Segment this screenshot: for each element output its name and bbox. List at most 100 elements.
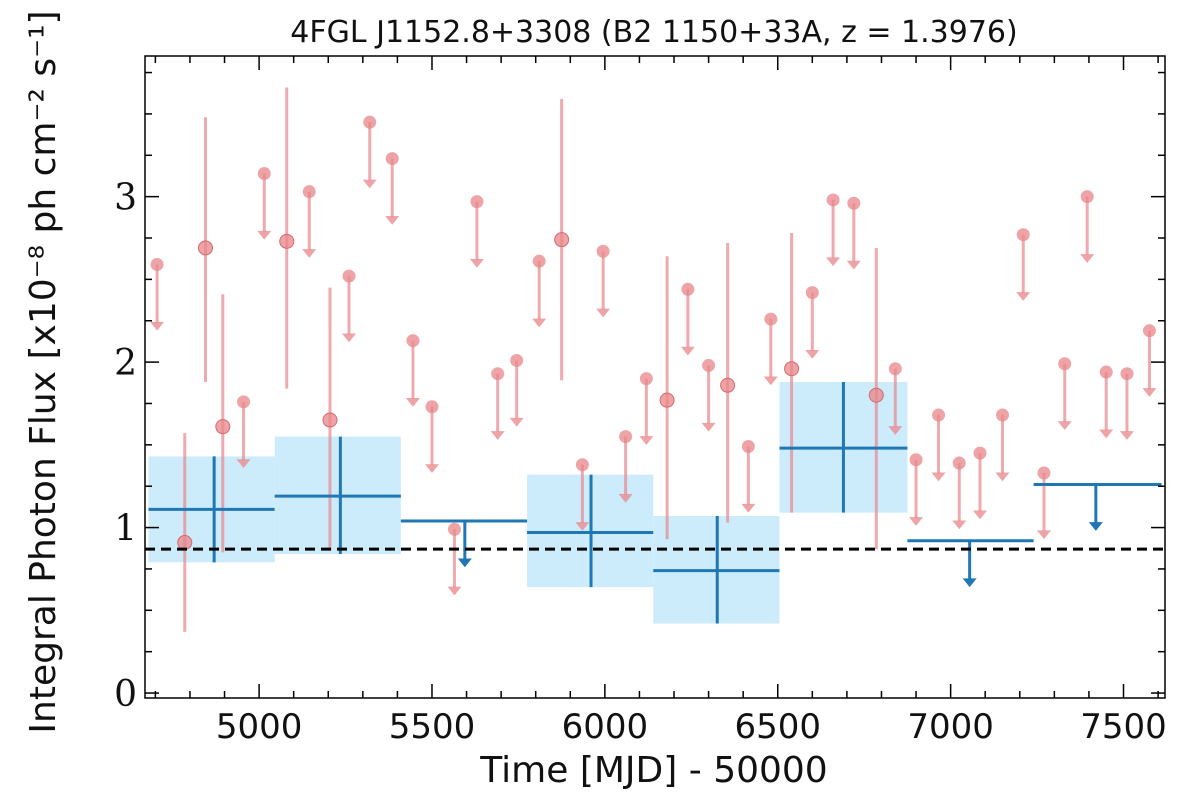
monthly-upper-limit-marker <box>639 372 653 386</box>
monthly-upper-limit-arrow <box>236 459 251 469</box>
x-tick-label: 5500 <box>389 707 476 747</box>
monthly-upper-limit-marker <box>826 193 840 207</box>
monthly-upper-limit-arrow <box>424 464 439 473</box>
monthly-upper-limit-marker <box>1016 228 1030 242</box>
monthly-points <box>150 87 1157 632</box>
y-tick-label: 1 <box>114 509 137 550</box>
monthly-detection <box>659 256 675 540</box>
monthly-point <box>868 387 884 403</box>
monthly-upper-limit <box>596 244 611 318</box>
monthly-upper-limit <box>257 166 272 240</box>
monthly-upper-limit <box>575 458 590 531</box>
monthly-upper-limit-arrow <box>805 350 820 359</box>
y-tick-label: 0 <box>114 674 137 715</box>
monthly-upper-limit-marker <box>1120 367 1134 381</box>
x-tick-label: 5000 <box>216 707 303 747</box>
monthly-upper-limit-arrow <box>741 503 756 513</box>
monthly-upper-limit-marker <box>470 195 484 209</box>
monthly-upper-limit-arrow <box>362 179 377 189</box>
y-tick-label: 2 <box>114 343 137 384</box>
monthly-upper-limit <box>490 367 505 440</box>
monthly-upper-limit-marker <box>510 353 524 367</box>
monthly-upper-limit <box>1057 357 1072 430</box>
yearly-detection <box>527 474 654 588</box>
monthly-upper-limit-arrow <box>846 260 861 270</box>
monthly-detection <box>720 242 736 523</box>
monthly-upper-limit <box>342 269 356 343</box>
monthly-upper-limit-arrow <box>596 308 611 318</box>
monthly-upper-limit-marker <box>909 453 923 467</box>
yearly-upper-limit-arrow <box>457 558 472 568</box>
monthly-upper-limit-arrow <box>150 321 165 331</box>
yearly-upper-limit-arrow <box>962 578 977 588</box>
monthly-upper-limit <box>236 395 251 469</box>
monthly-upper-limit <box>509 353 524 427</box>
monthly-upper-limit-arrow <box>973 510 988 520</box>
monthly-point <box>322 412 338 428</box>
monthly-upper-limit-arrow <box>763 376 778 386</box>
monthly-upper-limit-marker <box>342 269 356 283</box>
monthly-upper-limit <box>680 282 695 356</box>
x-tick-label: 7500 <box>1080 707 1167 747</box>
monthly-upper-limit-marker <box>596 244 610 258</box>
monthly-upper-limit <box>763 312 778 386</box>
yearly-detection <box>779 381 908 513</box>
monthly-upper-limit <box>447 522 462 596</box>
yearly-upper-limit-arrow <box>1088 522 1103 531</box>
monthly-upper-limit <box>1016 228 1031 301</box>
yearly-points <box>148 381 1162 624</box>
monthly-upper-limit <box>532 254 547 328</box>
monthly-upper-limit-marker <box>619 430 633 444</box>
monthly-upper-limit-marker <box>932 408 946 422</box>
monthly-upper-limit-marker <box>805 286 819 300</box>
monthly-point <box>215 419 231 435</box>
monthly-upper-limit-marker <box>302 185 316 199</box>
monthly-upper-limit-marker <box>764 312 778 326</box>
monthly-upper-limit <box>931 408 946 482</box>
monthly-upper-limit <box>1080 190 1095 263</box>
monthly-upper-limit-arrow <box>575 522 590 531</box>
monthly-point <box>720 377 736 393</box>
yearly-detection <box>148 456 275 563</box>
monthly-upper-limit <box>618 430 633 503</box>
y-axis-label: Integral Photon Flux [x10⁻⁸ ph cm⁻² s⁻¹] <box>23 10 64 733</box>
y-tick-label: 3 <box>114 178 137 219</box>
monthly-detection <box>198 117 214 382</box>
yearly-detection <box>274 436 401 555</box>
monthly-upper-limit-marker <box>491 367 505 381</box>
monthly-detection <box>279 87 295 389</box>
monthly-upper-limit-marker <box>952 456 966 470</box>
monthly-upper-limit <box>302 185 317 258</box>
monthly-upper-limit <box>1036 466 1051 540</box>
monthly-upper-limit-marker <box>406 334 420 348</box>
monthly-upper-limit <box>826 193 841 267</box>
monthly-upper-limit-arrow <box>909 517 924 526</box>
monthly-upper-limit-arrow <box>447 586 462 596</box>
x-tick-label: 6500 <box>734 707 821 747</box>
monthly-upper-limit-marker <box>150 257 164 271</box>
monthly-upper-limit-arrow <box>385 216 400 225</box>
monthly-upper-limit-marker <box>973 446 987 460</box>
monthly-upper-limit-arrow <box>257 230 272 240</box>
axes: 5000 5500 6000 6500 7000 7500 0 1 2 3 <box>114 55 1167 747</box>
yearly-bands <box>148 381 908 624</box>
monthly-upper-limit-arrow <box>680 346 695 356</box>
monthly-detection <box>177 433 193 632</box>
monthly-upper-limit-arrow <box>1080 254 1095 263</box>
monthly-upper-limit <box>1119 367 1134 440</box>
monthly-upper-limit <box>995 408 1010 482</box>
monthly-upper-limit-marker <box>363 115 377 129</box>
monthly-upper-limit-marker <box>237 395 251 409</box>
monthly-upper-limit-arrow <box>639 436 654 445</box>
monthly-upper-limit-arrow <box>1099 429 1114 439</box>
monthly-upper-limit-arrow <box>618 494 633 503</box>
monthly-upper-limit-arrow <box>931 472 946 482</box>
monthly-upper-limit-marker <box>681 282 695 296</box>
plot-frame <box>144 55 1166 699</box>
monthly-upper-limit-arrow <box>469 259 484 268</box>
monthly-upper-limit-arrow <box>509 417 524 427</box>
monthly-upper-limit-marker <box>1058 357 1072 371</box>
monthly-detection <box>322 287 338 551</box>
